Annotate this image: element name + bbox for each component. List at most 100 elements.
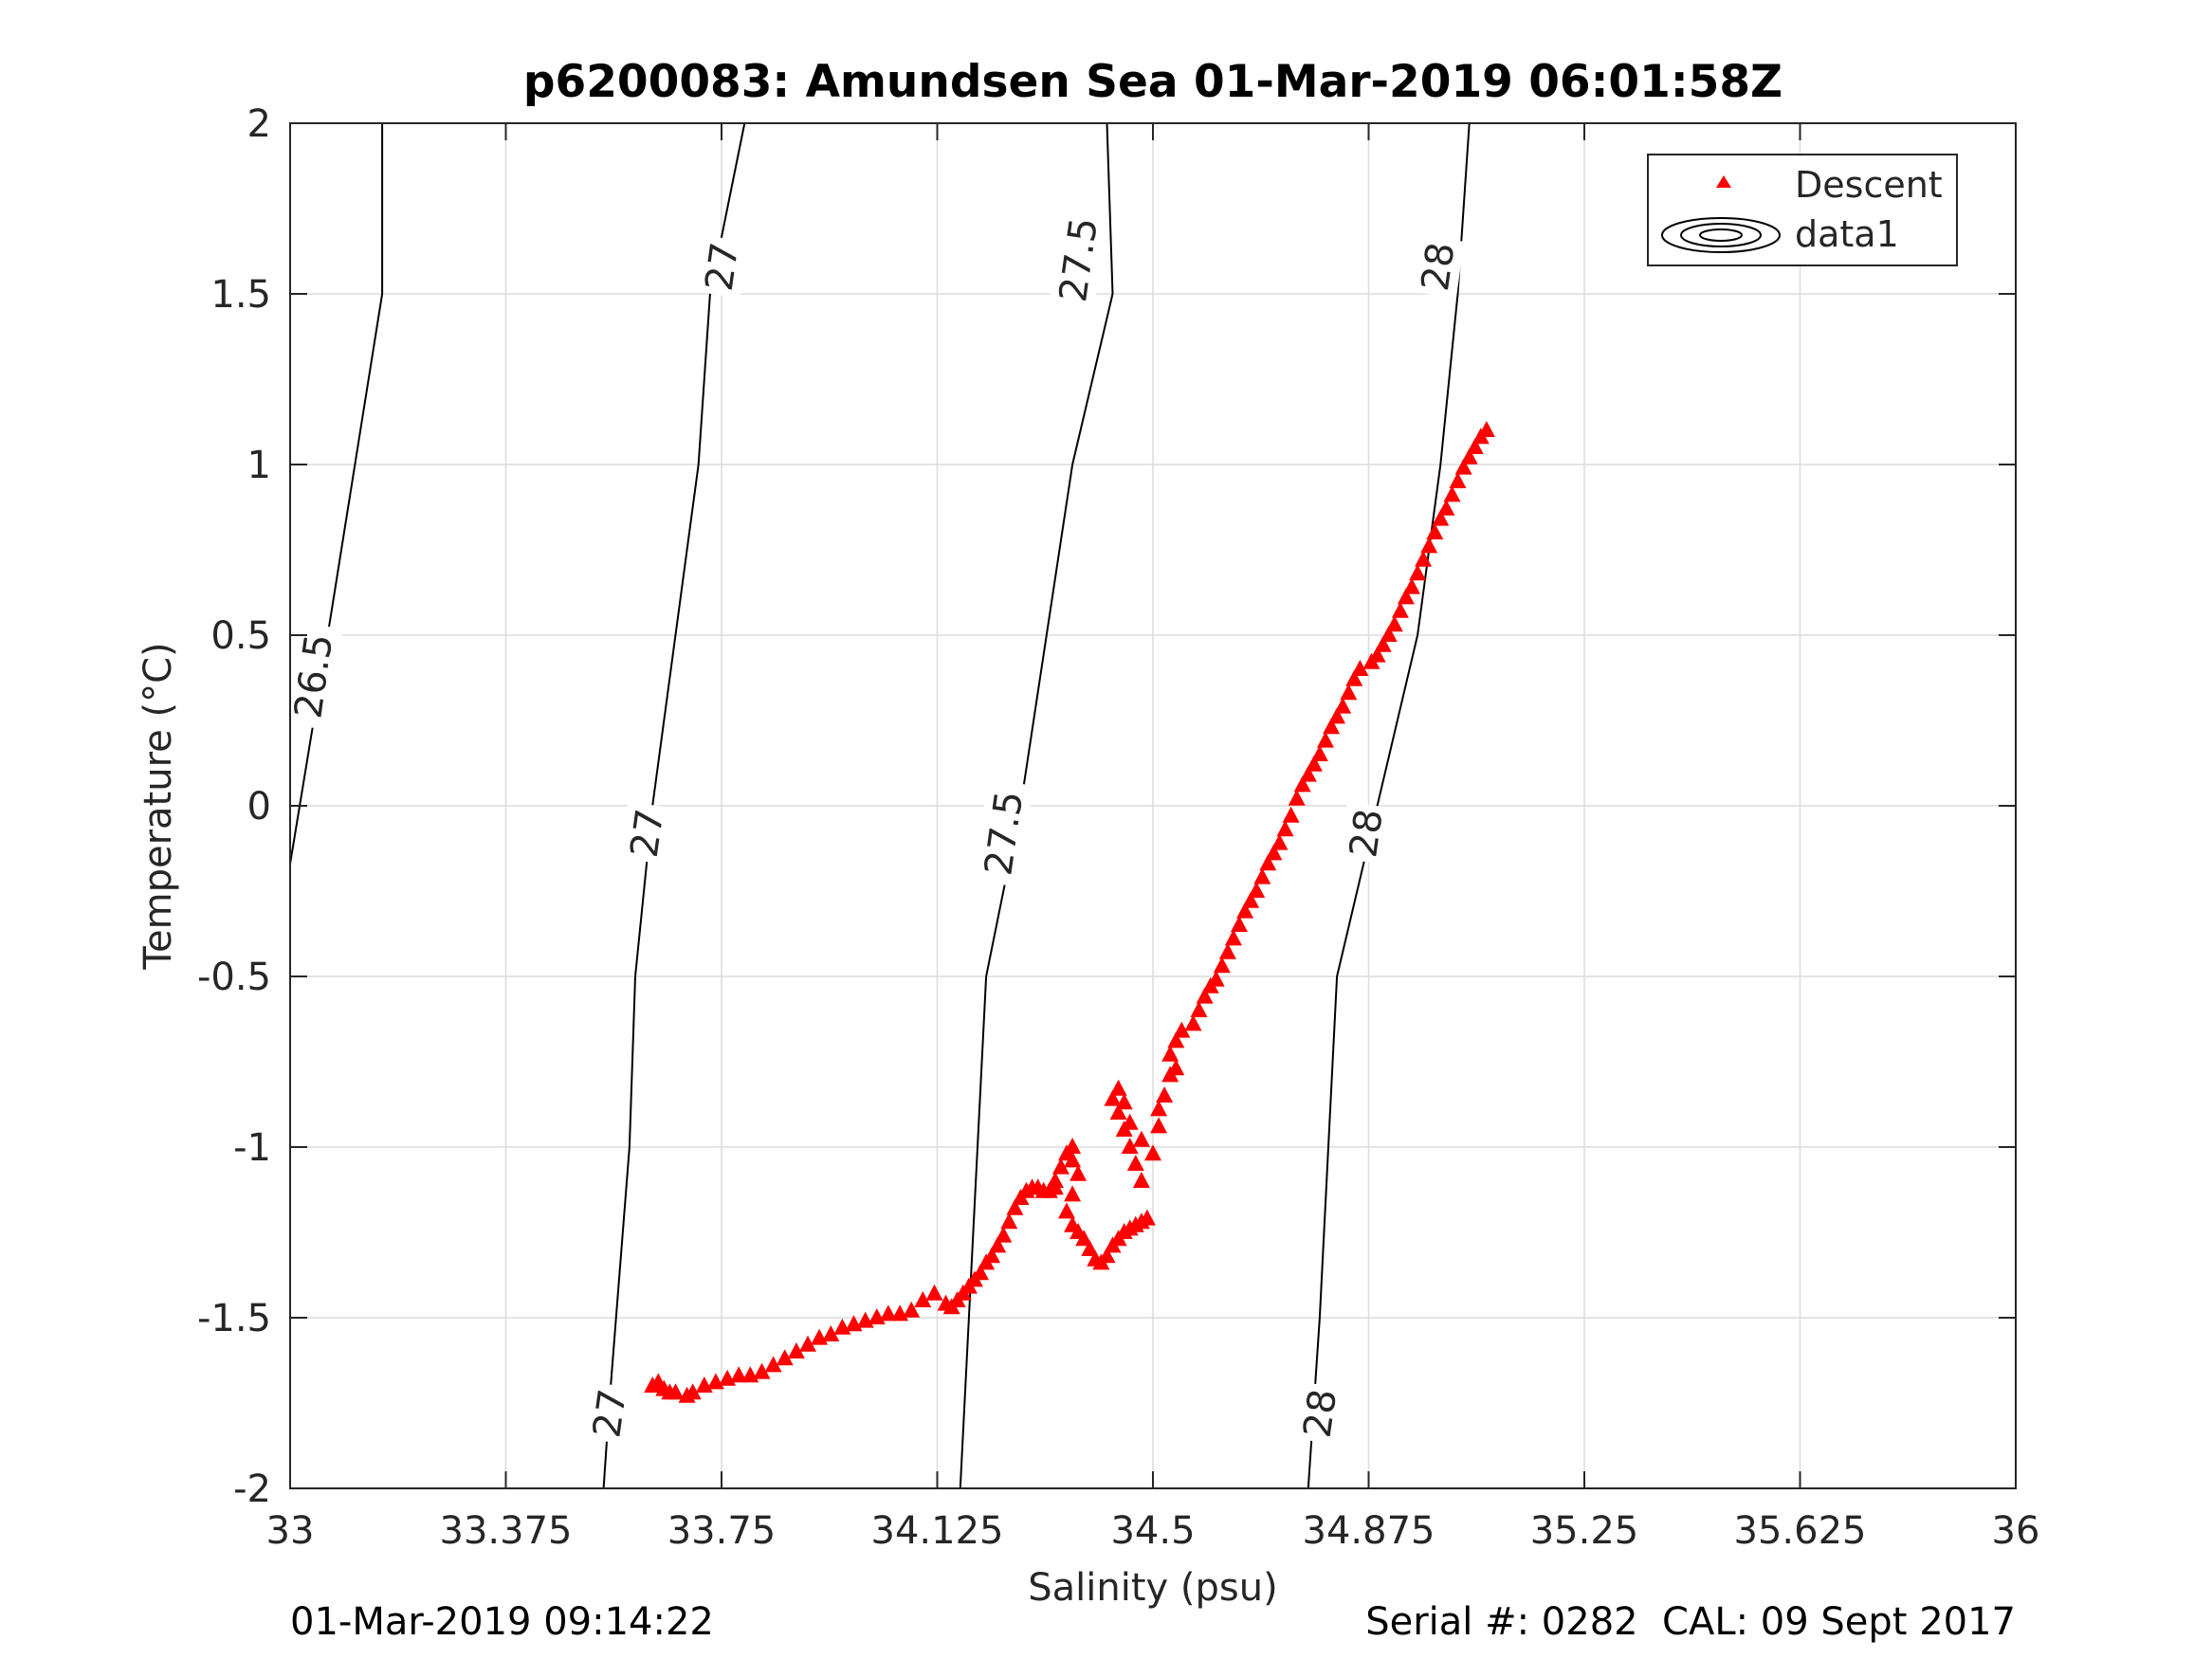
descent-point [1121,1138,1139,1154]
descent-point [1064,1185,1082,1202]
contour-label-bg [582,1381,636,1445]
x-tick-label: 33.375 [440,1509,573,1553]
y-tick-label: 0 [247,785,271,829]
footer-serial-cal: Serial #: 0282 CAL: 09 Sept 2017 [1365,1600,2016,1644]
descent-point [1075,1230,1093,1247]
y-tick-label: -0.5 [197,956,271,999]
contour-label-bg [695,235,748,299]
contour-label: 28 [1292,1381,1346,1445]
descent-point [787,1342,805,1358]
descent-points [644,421,1495,1403]
descent-point [1231,916,1248,932]
contour-label: 28 [1411,235,1465,299]
descent-point [914,1291,932,1307]
legend: Descent data1 [1647,154,1958,266]
descent-point [1058,1202,1075,1219]
y-tick-label: 1 [247,444,271,487]
x-tick-label: 33.75 [667,1509,777,1553]
descent-point [1248,882,1266,898]
descent-point [1144,1144,1161,1161]
descent-point [925,1284,943,1301]
descent-point [1253,867,1271,884]
descent-point [1345,669,1363,686]
descent-point [1150,1117,1168,1134]
y-tick-label: 0.5 [210,614,271,658]
descent-point [1218,942,1236,959]
descent-point [1437,499,1455,516]
descent-point [1403,577,1420,594]
contour-line-26-5 [289,123,384,865]
contour-label-bg [283,622,343,731]
x-tick-label: 36 [1992,1509,2040,1553]
descent-point [1213,957,1231,974]
descent-point [1138,1209,1156,1226]
descent-point [1426,523,1444,539]
descent-point [1334,697,1352,714]
descent-point [1305,755,1323,772]
descent-point [879,1304,897,1322]
descent-point [1126,1155,1144,1171]
descent-point [1132,1172,1150,1188]
y-tick-label: -1 [233,1126,271,1170]
descent-point [1109,1103,1127,1120]
descent-point [1340,684,1358,701]
descent-point [1069,1164,1088,1181]
contour-label-text: 28 [1414,240,1464,294]
descent-point [1397,588,1415,605]
descent-point [1368,646,1386,663]
legend-contour-icon [1661,217,1781,253]
descent-point [1385,615,1403,632]
descent-point [1323,718,1341,735]
x-axis-label: Salinity (psu) [1028,1566,1277,1610]
descent-point [1282,806,1300,823]
descent-point [1006,1198,1024,1215]
descent-point [1391,601,1409,618]
descent-point [1098,1247,1116,1264]
y-tick-label: 1.5 [210,273,271,317]
x-tick-label: 35.625 [1734,1509,1867,1553]
contour-label: 28 [1339,801,1393,865]
contour-label-bg [1339,801,1393,865]
footer-timestamp: 01-Mar-2019 09:14:22 [290,1600,714,1644]
descent-point [799,1335,816,1352]
descent-point [1276,820,1294,837]
descent-point [1409,564,1427,581]
contour-label: 27 [695,235,748,299]
descent-point [1271,833,1289,850]
contour-label: 27 [582,1381,636,1445]
descent-point [667,1383,685,1400]
descent-point [1317,731,1334,748]
x-tick-label: 34.125 [871,1509,1004,1553]
descent-point [1328,707,1346,724]
descent-point [1351,660,1369,676]
y-axis-ticks: -2 -1.5 -1 -0.5 0 0.5 1 1.5 2 [197,102,2016,1511]
x-axis-ticks: 33 33.375 33.75 34.125 34.5 34.875 35.25 35.625… [266,123,2040,1553]
contour-label-text: 28 [1342,807,1392,861]
descent-point [903,1301,921,1318]
descent-point [1150,1100,1168,1117]
descent-point [1109,1079,1127,1096]
legend-box [1647,154,1958,266]
descent-point [1064,1138,1082,1154]
descent-point [1420,537,1438,554]
contour-label-text: 28 [1296,1387,1346,1441]
descent-point [1081,1240,1099,1256]
descent-point [1224,929,1242,946]
descent-point [1259,854,1277,871]
contour-label: 27.5 [1048,206,1108,314]
contour-label-bg [1411,235,1465,299]
descent-point [983,1247,1001,1264]
descent-point [1173,1021,1191,1038]
descent-point [1477,421,1495,437]
descent-point [1207,970,1225,987]
descent-point [764,1356,782,1373]
descent-point [1443,485,1461,502]
contour-line-27 [602,122,746,1489]
descent-point [776,1349,794,1366]
descent-point [1167,1059,1185,1076]
contour-label-bg [1292,1381,1346,1445]
legend-triangle-icon [1716,175,1731,188]
legend-entry-descent: Descent [1795,164,1943,206]
